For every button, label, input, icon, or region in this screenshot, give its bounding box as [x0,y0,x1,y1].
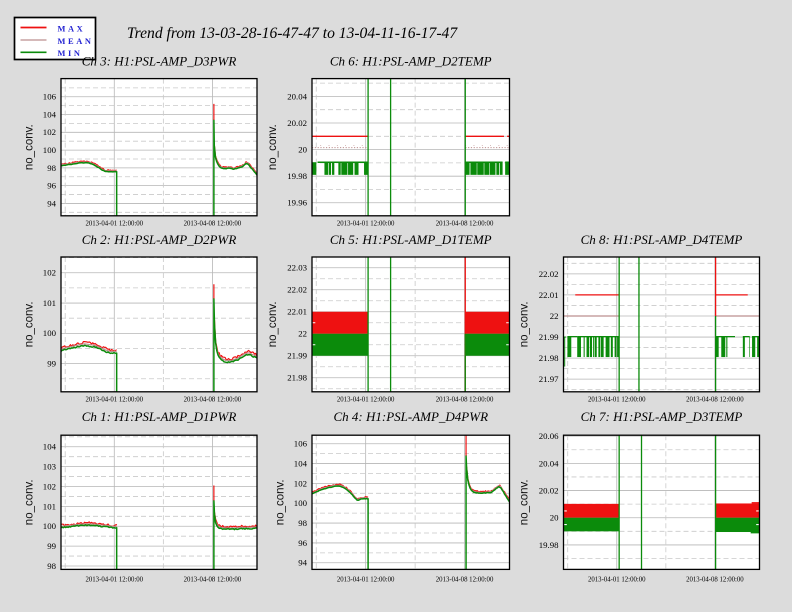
svg-text:100: 100 [294,498,308,508]
svg-text:94: 94 [47,198,56,208]
svg-text:no_conv.: no_conv. [519,301,531,347]
svg-text:MEAN: MEAN [58,37,94,46]
svg-text:2013-04-08 12:00:00: 2013-04-08 12:00:00 [686,576,744,583]
svg-text:MIN: MIN [58,49,83,58]
svg-text:20.04: 20.04 [287,91,307,101]
svg-text:no_conv.: no_conv. [275,479,287,525]
svg-text:Ch 4: H1:PSL-AMP_D4PWR: Ch 4: H1:PSL-AMP_D4PWR [333,409,488,424]
svg-text:98: 98 [298,518,307,528]
svg-text:102: 102 [294,478,307,488]
svg-text:19.96: 19.96 [287,198,307,208]
svg-text:22.01: 22.01 [539,290,559,300]
svg-text:Ch 1: H1:PSL-AMP_D1PWR: Ch 1: H1:PSL-AMP_D1PWR [82,409,237,424]
svg-text:98: 98 [47,561,56,571]
svg-text:22: 22 [298,329,307,339]
svg-text:99: 99 [47,359,56,369]
svg-text:104: 104 [43,442,57,452]
svg-text:2013-04-01 12:00:00: 2013-04-01 12:00:00 [588,396,646,403]
svg-text:2013-04-08 12:00:00: 2013-04-08 12:00:00 [436,396,494,403]
svg-text:20: 20 [550,513,559,523]
svg-text:104: 104 [43,109,57,119]
svg-text:22.02: 22.02 [539,269,559,279]
svg-text:2013-04-08 12:00:00: 2013-04-08 12:00:00 [686,396,744,403]
svg-text:22.01: 22.01 [287,307,307,317]
svg-text:20.04: 20.04 [539,458,559,468]
svg-text:101: 101 [43,298,56,308]
svg-text:98: 98 [47,163,56,173]
svg-text:Ch 5: H1:PSL-AMP_D1TEMP: Ch 5: H1:PSL-AMP_D1TEMP [330,232,492,247]
svg-text:2013-04-08 12:00:00: 2013-04-08 12:00:00 [184,396,242,403]
svg-text:no_conv.: no_conv. [519,479,531,525]
svg-text:21.99: 21.99 [539,332,559,342]
svg-text:96: 96 [47,181,56,191]
svg-text:2013-04-01 12:00:00: 2013-04-01 12:00:00 [337,220,395,227]
svg-text:100: 100 [43,145,57,155]
svg-text:96: 96 [298,538,307,548]
svg-text:19.98: 19.98 [287,171,307,181]
svg-text:20.02: 20.02 [539,485,559,495]
svg-text:94: 94 [298,558,307,568]
svg-text:21.99: 21.99 [287,351,307,361]
svg-text:22.03: 22.03 [287,263,307,273]
svg-text:99: 99 [47,541,56,551]
svg-text:Ch 7: H1:PSL-AMP_D3TEMP: Ch 7: H1:PSL-AMP_D3TEMP [581,409,743,424]
svg-text:102: 102 [43,481,56,491]
svg-text:22: 22 [550,311,559,321]
svg-text:2013-04-01 12:00:00: 2013-04-01 12:00:00 [588,576,646,583]
svg-text:104: 104 [294,458,308,468]
svg-text:102: 102 [43,127,56,137]
svg-text:21.97: 21.97 [539,374,559,384]
svg-text:100: 100 [43,521,57,531]
svg-text:103: 103 [43,462,57,472]
svg-text:2013-04-01 12:00:00: 2013-04-01 12:00:00 [85,396,143,403]
svg-text:Trend from 13-03-28-16-47-47 t: Trend from 13-03-28-16-47-47 to 13-04-11… [127,25,459,42]
svg-text:102: 102 [43,268,56,278]
svg-text:101: 101 [43,501,56,511]
svg-text:Ch 3: H1:PSL-AMP_D3PWR: Ch 3: H1:PSL-AMP_D3PWR [82,53,237,68]
svg-text:2013-04-01 12:00:00: 2013-04-01 12:00:00 [85,220,143,227]
svg-text:21.98: 21.98 [539,353,559,363]
svg-text:2013-04-08 12:00:00: 2013-04-08 12:00:00 [436,220,494,227]
svg-text:no_conv.: no_conv. [24,479,36,525]
svg-text:no_conv.: no_conv. [24,301,36,347]
svg-text:Ch 2: H1:PSL-AMP_D2PWR: Ch 2: H1:PSL-AMP_D2PWR [82,232,237,247]
svg-text:2013-04-01 12:00:00: 2013-04-01 12:00:00 [85,576,143,583]
svg-text:22.02: 22.02 [287,285,307,295]
svg-text:2013-04-01 12:00:00: 2013-04-01 12:00:00 [337,576,395,583]
svg-text:106: 106 [294,439,308,449]
svg-text:2013-04-08 12:00:00: 2013-04-08 12:00:00 [184,220,242,227]
svg-text:Ch 8: H1:PSL-AMP_D4TEMP: Ch 8: H1:PSL-AMP_D4TEMP [581,232,743,247]
svg-text:100: 100 [43,328,57,338]
svg-text:20.06: 20.06 [539,431,559,441]
svg-text:106: 106 [43,92,57,102]
svg-text:no_conv.: no_conv. [24,124,36,170]
svg-text:19.98: 19.98 [539,540,559,550]
svg-text:2013-04-08 12:00:00: 2013-04-08 12:00:00 [436,576,494,583]
svg-text:MAX: MAX [58,24,86,33]
svg-text:no_conv.: no_conv. [267,301,279,347]
svg-text:Ch 6: H1:PSL-AMP_D2TEMP: Ch 6: H1:PSL-AMP_D2TEMP [330,53,492,68]
svg-text:no_conv.: no_conv. [267,124,279,170]
svg-text:2013-04-08 12:00:00: 2013-04-08 12:00:00 [184,576,242,583]
svg-text:20.02: 20.02 [287,118,307,128]
svg-text:2013-04-01 12:00:00: 2013-04-01 12:00:00 [337,396,395,403]
svg-text:21.98: 21.98 [287,373,307,383]
svg-text:20: 20 [298,144,307,154]
